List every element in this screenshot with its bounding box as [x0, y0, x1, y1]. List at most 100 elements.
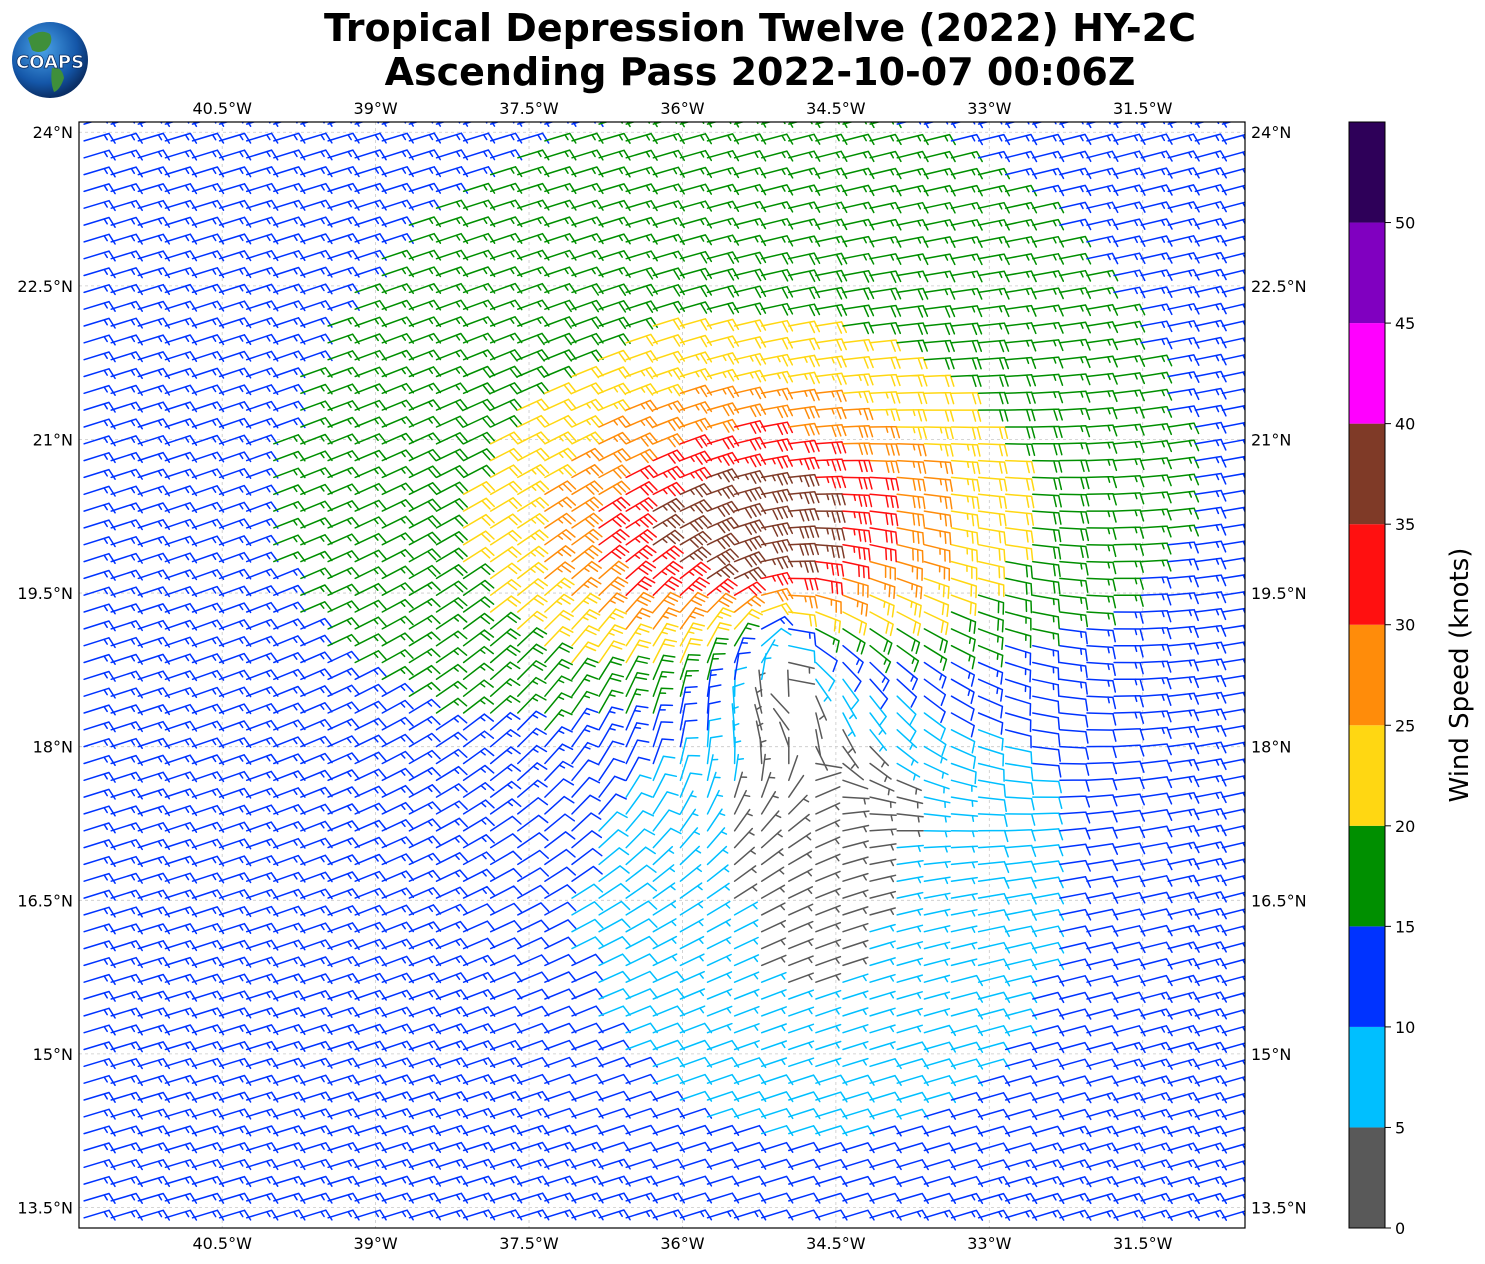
wind-barb [1113, 594, 1144, 607]
wind-barb [83, 569, 116, 581]
wind-barb [1059, 201, 1092, 214]
wind-barb [137, 872, 171, 884]
wind-barb [300, 871, 333, 883]
wind-barb [354, 122, 387, 127]
wind-barb [733, 519, 767, 535]
wind-barb [1140, 792, 1173, 805]
wind-barb [1032, 844, 1064, 857]
wind-barb [489, 398, 523, 411]
wind-barb [164, 1074, 198, 1086]
wind-barb [435, 498, 468, 512]
wind-barb [679, 250, 713, 264]
wind-barb [544, 382, 577, 395]
wind-barb [164, 132, 198, 144]
wind-barb [977, 322, 1010, 335]
wind-barb [733, 200, 767, 213]
wind-barb [517, 447, 550, 462]
wind-barb [598, 464, 631, 479]
wind-barb [435, 955, 469, 967]
wind-barb [218, 250, 252, 262]
wind-barb [733, 827, 755, 849]
wind-barb [950, 830, 979, 838]
wind-barb [815, 560, 845, 577]
wind-barb [1032, 628, 1060, 647]
wind-barb [381, 1192, 414, 1204]
wind-barb [408, 818, 441, 832]
wind-barb [733, 1023, 760, 1034]
wind-barb [733, 808, 753, 832]
wind-barb [1194, 574, 1227, 587]
wind-barb [354, 921, 387, 933]
wind-barb [300, 350, 333, 362]
wind-barb [788, 678, 816, 685]
wind-barb [1194, 708, 1227, 721]
wind-barb [218, 939, 252, 951]
wind-barb [218, 872, 252, 884]
wind-barb [544, 166, 577, 178]
colorbar-label: Wind Speed (knots) [1445, 548, 1475, 803]
wind-barb [544, 332, 577, 346]
wind-barb [218, 1209, 252, 1221]
wind-barb [625, 416, 658, 429]
wind-barb [977, 860, 1010, 874]
wind-barb [598, 673, 625, 697]
wind-barb [245, 1091, 279, 1103]
wind-barb [625, 639, 652, 664]
wind-barb [517, 727, 547, 748]
wind-barb [1221, 472, 1245, 480]
wind-barb [245, 400, 279, 412]
wind-barb [923, 459, 954, 475]
wind-barb [191, 956, 225, 968]
wind-barb [788, 303, 821, 317]
title-line-1: Tropical Depression Twelve (2022) HY-2C [324, 6, 1196, 50]
wind-barb [1113, 457, 1145, 471]
wind-barb [842, 1142, 875, 1154]
wind-barb [517, 643, 547, 664]
lat-label-left: 21°N [33, 430, 73, 449]
wind-barb [1194, 891, 1227, 903]
wind-barb [652, 149, 685, 162]
wind-barb [923, 695, 946, 724]
wind-barb [923, 644, 948, 671]
wind-barb [652, 267, 685, 280]
wind-barb [1194, 591, 1227, 604]
wind-barb [869, 493, 899, 509]
wind-barb [1004, 493, 1035, 509]
wind-barb [788, 611, 818, 628]
wind-barb [1140, 559, 1172, 572]
wind-barb [164, 771, 198, 783]
wind-barb [788, 972, 814, 983]
wind-barb [977, 594, 1005, 615]
wind-barb [679, 284, 713, 298]
wind-barb [408, 1006, 442, 1018]
wind-barb [1086, 1192, 1119, 1205]
wind-barb [327, 400, 360, 411]
wind-barb [137, 687, 171, 699]
wind-barb [300, 752, 333, 765]
wind-barb [706, 845, 729, 866]
wind-barb [462, 713, 495, 731]
wind-barb [462, 989, 496, 1000]
wind-barb [110, 317, 143, 329]
wind-barb [571, 299, 604, 313]
wind-barb [652, 1192, 686, 1204]
wind-barb [1221, 958, 1245, 967]
wind-barb [300, 888, 333, 900]
wind-barb [354, 1040, 387, 1052]
wind-barb [191, 720, 225, 732]
wind-barb [598, 1107, 631, 1119]
wind-barb [110, 737, 143, 750]
wind-barb [1221, 218, 1245, 226]
wind-barb [218, 149, 252, 161]
wind-barb [788, 1074, 821, 1086]
wind-barb [788, 525, 820, 539]
wind-barb [245, 518, 279, 529]
wind-barb [896, 1209, 929, 1221]
wind-barb [517, 988, 550, 1000]
wind-barb [679, 200, 713, 212]
wind-barb [842, 1175, 875, 1187]
wind-barb [598, 640, 626, 664]
wind-barb [598, 183, 631, 195]
wind-barb [598, 528, 630, 546]
wind-barb [1113, 150, 1146, 162]
